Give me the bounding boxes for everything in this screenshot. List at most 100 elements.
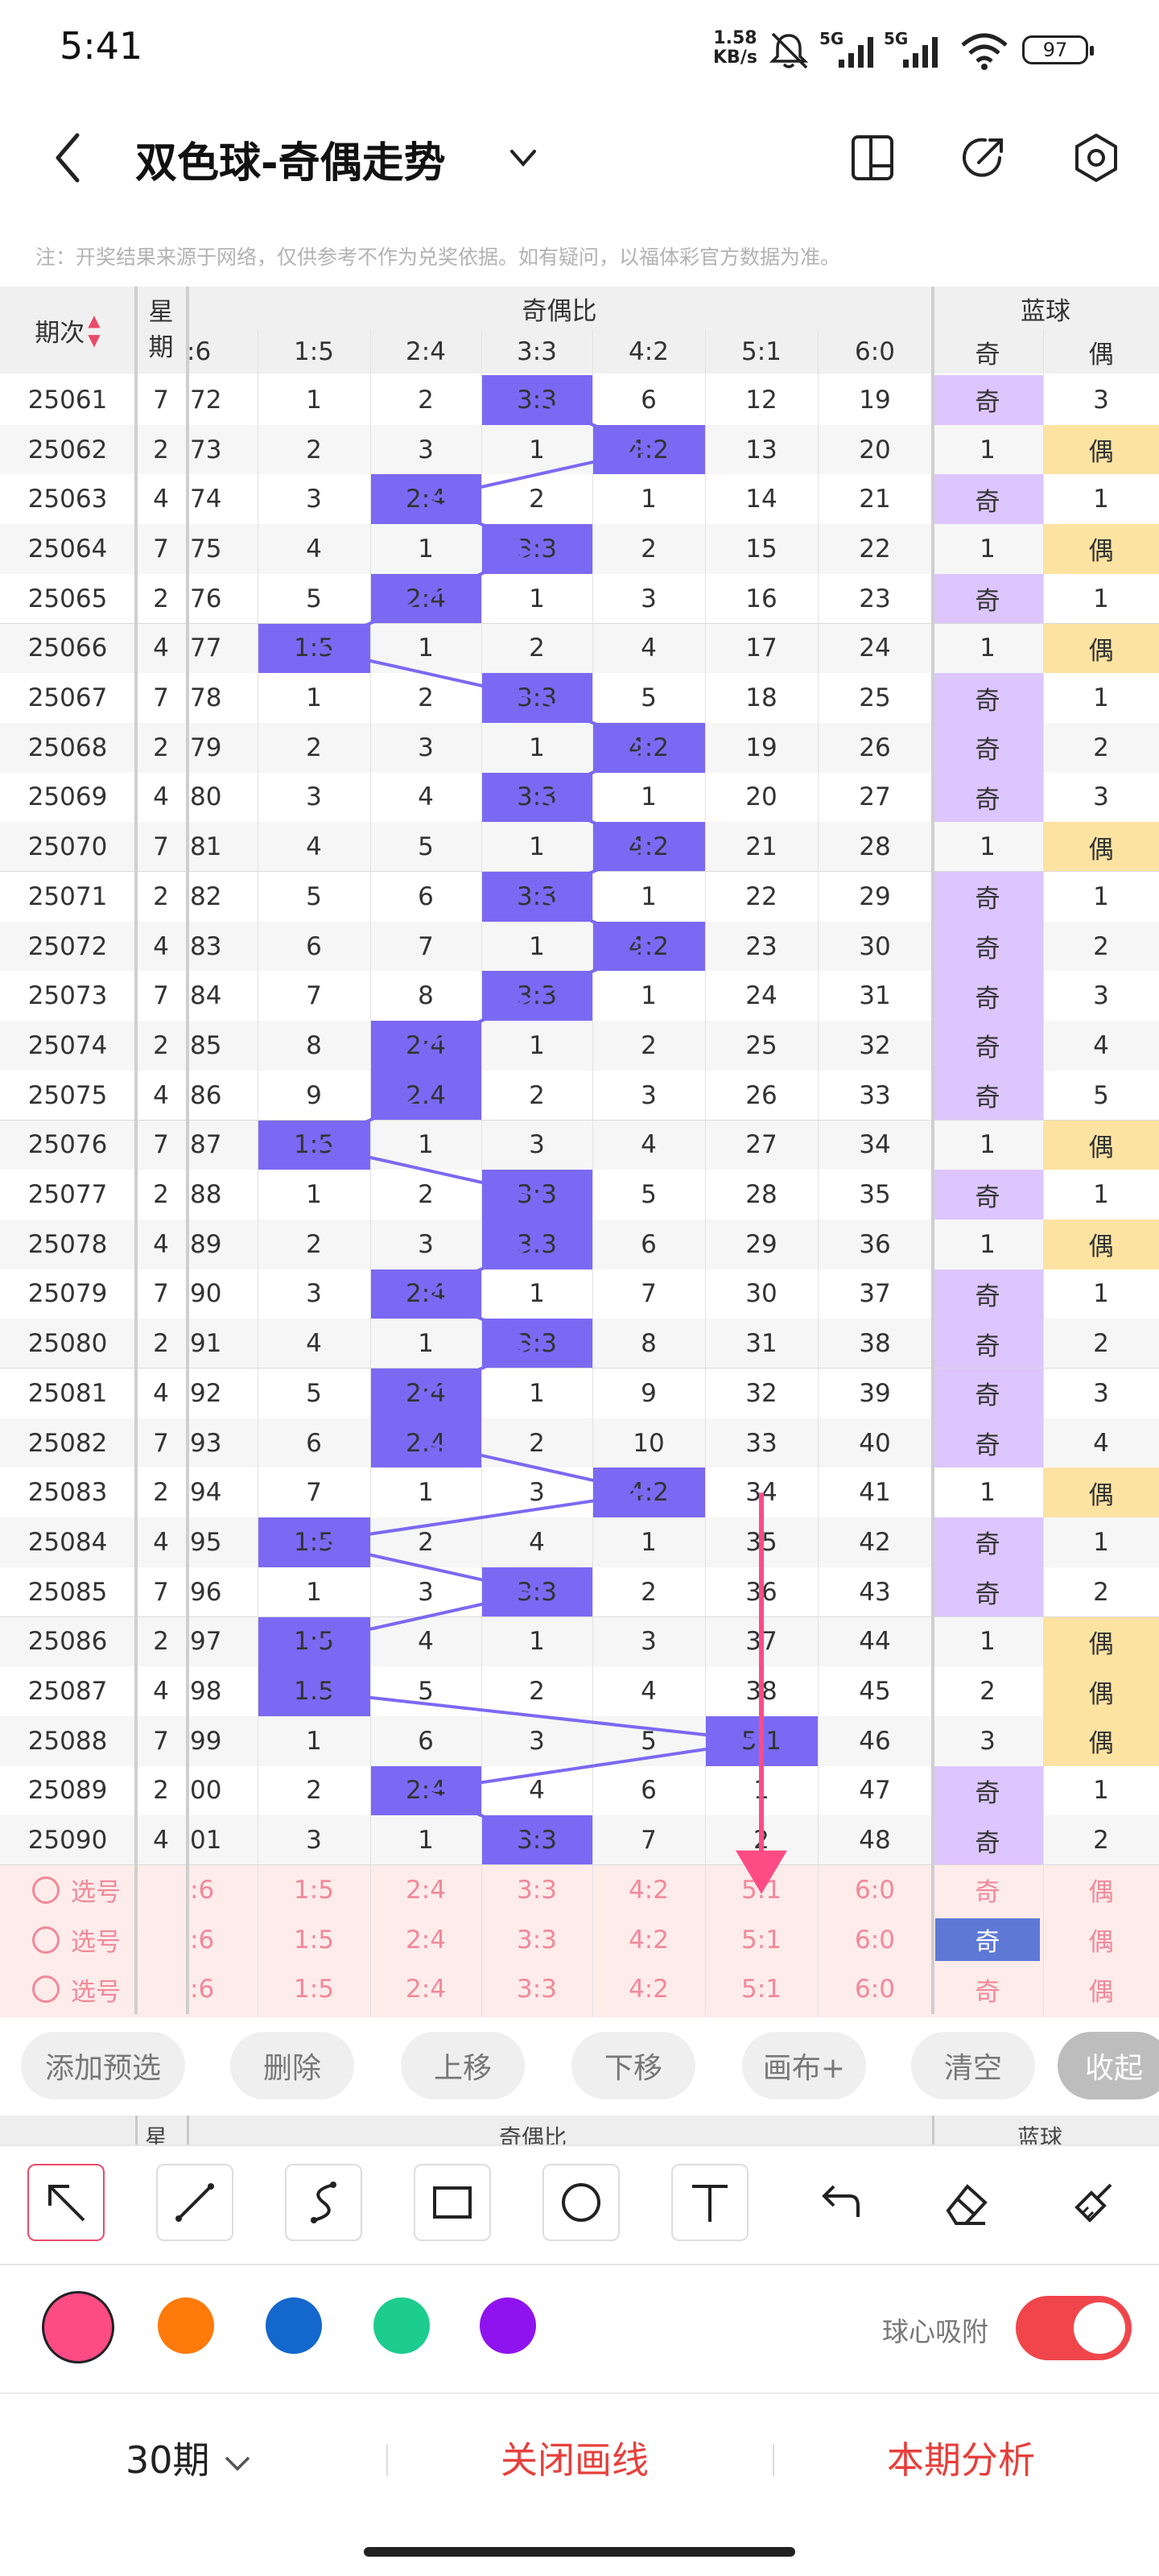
delete-button[interactable]: 删除 xyxy=(230,2032,354,2099)
select-ratio-option[interactable]: 4:2 xyxy=(629,1925,669,1955)
table-row[interactable] xyxy=(0,623,1159,674)
close-lines-button[interactable]: 关闭画线 xyxy=(501,2438,649,2482)
select-ratio-option[interactable]: 6:0 xyxy=(855,1875,895,1905)
move-up-button[interactable]: 上移 xyxy=(401,2032,525,2099)
week-cell: 2 xyxy=(153,1627,169,1657)
grid-line xyxy=(931,287,934,2015)
table-row[interactable] xyxy=(0,1715,1159,1766)
week-cell: 2 xyxy=(153,881,169,911)
col-issue-header[interactable]: 期次 ▲ ▼ xyxy=(0,287,135,374)
ratio-miss-cell: 3 xyxy=(641,584,657,613)
select-ratio-option[interactable]: 6:0 xyxy=(855,1925,895,1955)
ratio-miss-cell: 24 xyxy=(859,634,891,663)
back-icon[interactable] xyxy=(48,129,87,187)
color-swatch-pink[interactable] xyxy=(42,2291,114,2363)
grid-line xyxy=(186,287,189,2015)
trend-table[interactable]: 期次 ▲ ▼ 星期奇偶比 蓝球:6 1:5 2:4 3:3 4:2 5:1 6:0 奇偶 25061 7 7… xyxy=(0,287,1159,2017)
select-ratio-option[interactable]: :6 xyxy=(190,1975,215,2004)
select-ratio-option[interactable]: :6 xyxy=(190,1925,215,1955)
share-icon[interactable] xyxy=(958,132,1009,184)
ratio-miss-cell: 1 xyxy=(529,1378,545,1408)
ratio-miss-cell: 75 xyxy=(190,534,222,564)
table-row[interactable] xyxy=(0,1666,1159,1716)
period-select[interactable]: 30期 xyxy=(126,2431,254,2484)
layout-icon[interactable] xyxy=(847,132,898,184)
color-swatch-green[interactable] xyxy=(373,2297,430,2354)
page-title[interactable]: 双色球-奇偶走势 xyxy=(135,139,446,188)
select-blue-option[interactable]: 奇 xyxy=(975,1878,1000,1908)
table-row[interactable] xyxy=(0,822,1159,872)
ratio-miss-cell: 16 xyxy=(745,584,777,613)
select-ratio-option[interactable]: 2:4 xyxy=(406,1975,446,2004)
ratio-miss-cell: 40 xyxy=(859,1428,891,1458)
select-ratio-option[interactable]: 3:3 xyxy=(517,1925,557,1955)
mute-icon xyxy=(769,32,809,69)
select-ratio-option[interactable]: 3:3 xyxy=(517,1975,557,2004)
color-swatch-purple[interactable] xyxy=(480,2297,536,2354)
radio-circle-icon[interactable] xyxy=(32,1975,60,2004)
line-tool[interactable] xyxy=(156,2164,233,2241)
blue-cell: 1 xyxy=(980,1627,996,1657)
ratio-miss-cell: 20 xyxy=(859,435,891,464)
radio-circle-icon[interactable] xyxy=(32,1876,60,1904)
table-row[interactable] xyxy=(0,1120,1159,1170)
select-ratio-option[interactable]: :6 xyxy=(190,1875,215,1905)
issue-cell: 25073 xyxy=(27,981,108,1011)
ratio-miss-cell: 4 xyxy=(641,634,657,663)
select-blue-option[interactable]: 偶 xyxy=(1088,1977,1114,2007)
select-ratio-option[interactable]: 5:1 xyxy=(741,1975,782,2004)
clear-drawing-button[interactable] xyxy=(1054,2164,1132,2241)
select-ratio-option[interactable]: 4:2 xyxy=(629,1975,669,2004)
text-tool[interactable] xyxy=(671,2164,749,2241)
sticky-week-label: 星 xyxy=(145,2124,168,2148)
add-preselect-button[interactable]: 添加预选 xyxy=(21,2032,185,2099)
ratio-miss-cell: 26 xyxy=(859,733,891,762)
freehand-tool[interactable] xyxy=(285,2164,362,2241)
period-analysis-button[interactable]: 本期分析 xyxy=(887,2438,1035,2482)
clear-button[interactable]: 清空 xyxy=(911,2032,1035,2099)
select-ratio-option[interactable]: 6:0 xyxy=(855,1975,895,2004)
blue-cell: 3 xyxy=(1093,1378,1109,1408)
issue-cell: 25065 xyxy=(27,584,108,613)
ratio-miss-cell: 6 xyxy=(418,1726,434,1756)
grid-line xyxy=(370,330,371,2017)
select-ratio-option[interactable]: 1:5 xyxy=(294,1875,334,1905)
ratio-miss-cell: 78 xyxy=(190,683,222,713)
ratio-miss-cell: 91 xyxy=(190,1329,222,1359)
collapse-button[interactable]: 收起 xyxy=(1058,2032,1159,2099)
color-swatch-orange[interactable] xyxy=(158,2297,214,2354)
circle-tool[interactable] xyxy=(542,2164,620,2241)
select-row-label[interactable]: 选号 xyxy=(32,1964,153,2014)
week-cell: 7 xyxy=(153,1279,169,1309)
ratio-miss-cell: 96 xyxy=(190,1577,222,1607)
select-row-label[interactable]: 选号 xyxy=(32,1865,153,1915)
move-down-button[interactable]: 下移 xyxy=(571,2032,695,2099)
select-ratio-option[interactable]: 1:5 xyxy=(294,1975,334,2004)
settings-icon[interactable] xyxy=(1070,132,1122,184)
select-row-label[interactable]: 选号 xyxy=(32,1915,153,1965)
select-blue-option[interactable]: 偶 xyxy=(1088,1878,1114,1908)
select-ratio-option[interactable]: 1:5 xyxy=(294,1925,334,1955)
undo-button[interactable] xyxy=(800,2164,877,2241)
select-ratio-option[interactable]: 4:2 xyxy=(629,1875,669,1905)
snap-toggle[interactable] xyxy=(1016,2296,1132,2360)
rectangle-tool[interactable] xyxy=(414,2164,491,2241)
canvas-plus-button[interactable]: 画布+ xyxy=(742,2032,866,2099)
select-blue-option[interactable]: 奇 xyxy=(935,1918,1040,1962)
select-ratio-option[interactable]: 2:4 xyxy=(406,1875,446,1905)
ratio-miss-cell: 2 xyxy=(529,634,545,663)
select-blue-option[interactable]: 偶 xyxy=(1088,1928,1114,1958)
issue-cell: 25081 xyxy=(27,1378,108,1408)
select-blue-option[interactable]: 奇 xyxy=(975,1977,1000,2007)
select-ratio-option[interactable]: 2:4 xyxy=(406,1925,446,1955)
table-row[interactable] xyxy=(0,1616,1159,1667)
select-ratio-option[interactable]: 3:3 xyxy=(517,1875,557,1905)
radio-circle-icon[interactable] xyxy=(32,1926,60,1954)
color-swatch-blue[interactable] xyxy=(266,2297,322,2354)
select-ratio-option[interactable]: 5:1 xyxy=(741,1925,782,1955)
arrow-select-tool[interactable] xyxy=(27,2164,105,2241)
blue-cell: 奇 xyxy=(932,375,1043,425)
chevron-down-icon[interactable] xyxy=(505,143,541,172)
ratio-miss-cell: 8 xyxy=(641,1329,657,1359)
eraser-button[interactable] xyxy=(927,2164,1004,2241)
